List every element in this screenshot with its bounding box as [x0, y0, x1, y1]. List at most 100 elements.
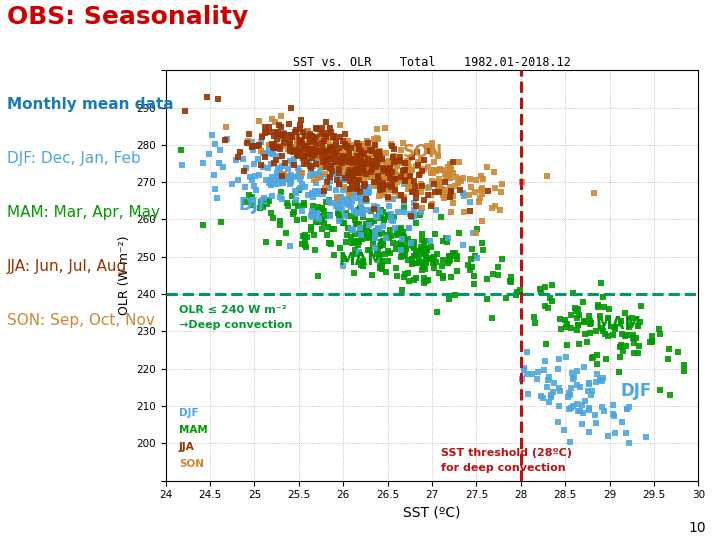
Point — [516, 177, 528, 186]
Point — [584, 379, 595, 387]
Point — [340, 238, 351, 247]
Point — [400, 251, 411, 259]
Point — [554, 315, 566, 323]
Point — [324, 212, 336, 220]
Point — [305, 226, 317, 234]
Point — [382, 158, 393, 166]
Point — [347, 166, 359, 174]
Point — [265, 180, 276, 189]
Point — [315, 129, 326, 138]
Point — [382, 256, 394, 265]
Point — [590, 419, 601, 428]
Point — [541, 172, 553, 181]
Point — [238, 167, 250, 176]
Point — [390, 264, 402, 272]
Point — [356, 232, 368, 240]
Point — [324, 177, 336, 185]
Point — [369, 165, 380, 173]
Point — [315, 134, 326, 143]
Point — [633, 342, 644, 350]
Point — [391, 231, 402, 239]
Point — [365, 219, 377, 228]
Point — [330, 156, 341, 164]
Point — [306, 188, 318, 197]
Point — [301, 132, 312, 140]
Point — [600, 355, 612, 363]
Point — [239, 183, 251, 192]
Point — [495, 188, 506, 197]
Point — [264, 122, 275, 131]
Point — [206, 131, 217, 139]
Point — [325, 128, 337, 137]
Point — [334, 215, 346, 224]
Point — [374, 147, 385, 156]
Point — [497, 255, 508, 264]
Point — [339, 141, 351, 150]
Point — [278, 178, 289, 187]
Point — [471, 225, 482, 233]
Text: →Deep convection: →Deep convection — [179, 320, 292, 330]
Point — [397, 244, 409, 253]
Point — [358, 256, 369, 265]
Point — [253, 117, 264, 126]
Point — [310, 133, 322, 141]
Point — [351, 176, 363, 184]
Point — [307, 137, 319, 145]
Point — [518, 366, 530, 374]
Point — [176, 160, 187, 169]
Point — [338, 200, 349, 208]
Point — [573, 340, 585, 348]
Point — [367, 239, 379, 248]
Point — [429, 188, 441, 197]
Point — [418, 279, 430, 287]
Point — [305, 222, 316, 231]
Point — [331, 194, 343, 202]
Point — [364, 164, 375, 172]
Point — [297, 128, 309, 137]
Point — [376, 191, 387, 199]
Point — [420, 237, 432, 246]
Point — [672, 347, 683, 356]
Point — [384, 174, 396, 183]
Point — [390, 245, 402, 254]
Point — [340, 212, 351, 220]
Point — [405, 153, 416, 162]
Point — [533, 368, 544, 377]
Point — [276, 151, 288, 160]
Point — [266, 115, 277, 124]
Point — [251, 186, 262, 194]
Point — [363, 246, 374, 254]
Point — [425, 169, 436, 178]
Point — [473, 198, 485, 206]
Point — [341, 155, 352, 164]
Point — [540, 357, 552, 366]
Point — [259, 151, 271, 159]
Point — [284, 140, 295, 149]
Point — [347, 170, 359, 179]
Point — [240, 139, 252, 147]
Point — [261, 200, 273, 209]
Point — [276, 162, 287, 171]
Point — [584, 317, 595, 326]
Point — [399, 166, 410, 175]
Point — [263, 179, 274, 188]
Point — [408, 252, 420, 260]
Point — [399, 168, 410, 177]
Point — [298, 199, 310, 207]
Point — [492, 262, 503, 271]
Point — [292, 150, 303, 158]
Point — [274, 217, 286, 226]
Point — [355, 184, 366, 192]
Point — [474, 194, 485, 203]
Point — [274, 221, 286, 230]
Point — [356, 207, 368, 215]
Point — [457, 189, 469, 198]
Point — [425, 237, 436, 245]
Point — [284, 146, 296, 155]
Point — [306, 154, 318, 163]
Point — [382, 210, 394, 219]
Point — [338, 152, 349, 161]
Point — [562, 320, 573, 328]
Point — [391, 178, 402, 186]
Point — [259, 129, 271, 137]
